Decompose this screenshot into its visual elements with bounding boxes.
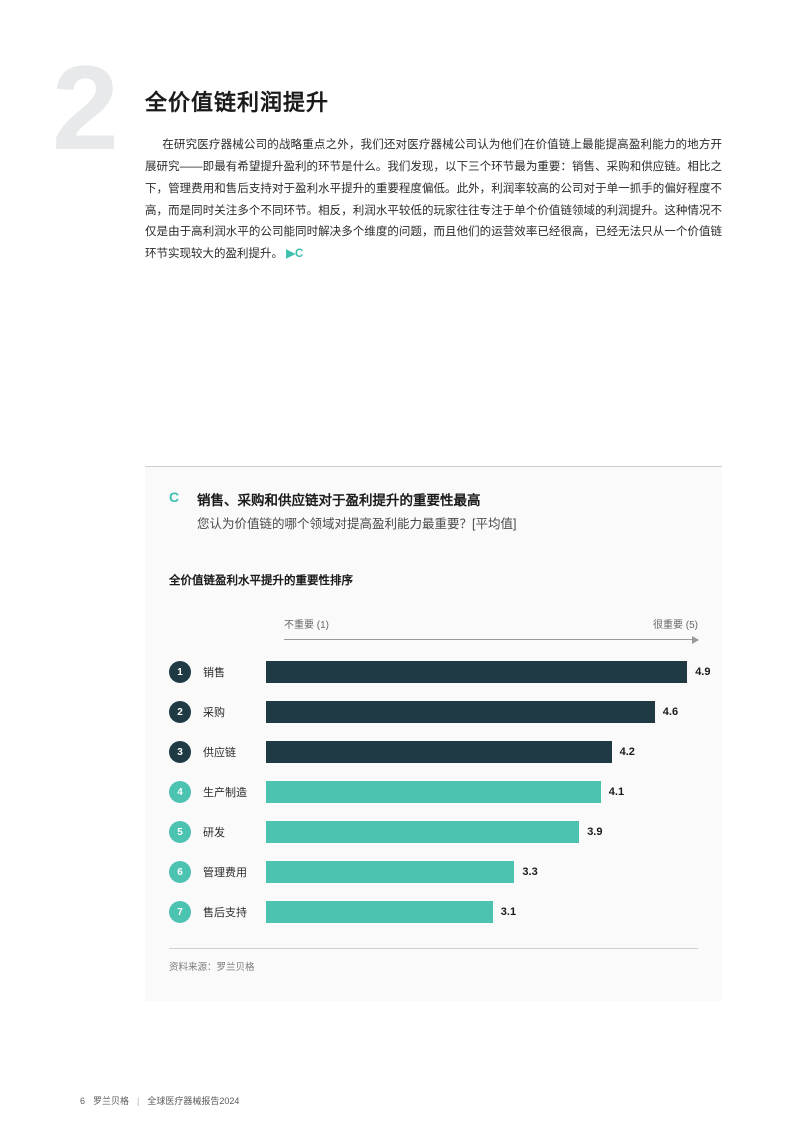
footer-page-number: 6 <box>80 1096 85 1106</box>
content-area: 全价值链利润提升 在研究医疗器械公司的战略重点之外，我们还对医疗器械公司认为他们… <box>145 85 722 1001</box>
bar-fill <box>266 781 601 803</box>
bar-label: 生产制造 <box>191 784 266 800</box>
rank-badge: 4 <box>169 781 191 803</box>
exhibit-inline-ref: ▶C <box>286 248 303 260</box>
bar-track: 4.6 <box>266 701 698 723</box>
exhibit-head-text: 销售、采购和供应链对于盈利提升的重要性最高 您认为价值链的哪个领域对提高盈利能力… <box>197 489 698 532</box>
bar-fill <box>266 701 655 723</box>
footer-doc-title: 全球医疗器械报告2024 <box>147 1094 239 1107</box>
scale-axis <box>284 639 698 640</box>
bar-track: 3.1 <box>266 901 698 923</box>
bar-label: 售后支持 <box>191 904 266 920</box>
bar-row: 2采购 4.6 <box>169 698 698 726</box>
bar-row: 1销售4.9 <box>169 658 698 686</box>
bar-fill <box>266 741 612 763</box>
bar-track: 4.2 <box>266 741 698 763</box>
bar-row: 4生产制造 4.1 <box>169 778 698 806</box>
bar-fill <box>266 821 579 843</box>
exhibit-c: C 销售、采购和供应链对于盈利提升的重要性最高 您认为价值链的哪个领域对提高盈利… <box>145 466 722 1001</box>
exhibit-subtitle: 您认为价值链的哪个领域对提高盈利能力最重要？[平均值] <box>197 513 698 532</box>
rank-badge: 3 <box>169 741 191 763</box>
bar-fill <box>266 901 493 923</box>
bar-value: 3.9 <box>587 826 602 838</box>
bar-chart: 1销售4.9 2采购 4.6 3供应链 4.2 4生产制造 4.1 5研发 3.9 6管理费用 3.… <box>169 658 698 926</box>
bar-fill <box>266 661 687 683</box>
bar-label: 供应链 <box>191 744 266 760</box>
bar-fill <box>266 861 514 883</box>
bar-track: 4.1 <box>266 781 698 803</box>
bar-row: 6管理费用 3.3 <box>169 858 698 886</box>
bar-label: 管理费用 <box>191 864 266 880</box>
exhibit-marker: C <box>169 489 183 505</box>
bar-value: 4.1 <box>609 786 624 798</box>
bar-row: 3供应链 4.2 <box>169 738 698 766</box>
bar-value: 4.9 <box>695 666 710 678</box>
body-paragraph: 在研究医疗器械公司的战略重点之外，我们还对医疗器械公司认为他们在价值链上最能提高… <box>145 135 722 266</box>
bar-row: 5研发 3.9 <box>169 818 698 846</box>
bar-track: 4.9 <box>266 661 698 683</box>
bar-value: 4.2 <box>620 746 635 758</box>
exhibit-source: 资料来源：罗兰贝格 <box>169 948 698 973</box>
chart-subtitle: 全价值链盈利水平提升的重要性排序 <box>169 572 698 588</box>
bar-label: 研发 <box>191 824 266 840</box>
bar-value: 3.1 <box>501 906 516 918</box>
bar-value: 3.3 <box>522 866 537 878</box>
scale-labels: 不重要 (1) 很重要 (5) <box>284 616 698 631</box>
scale-low-label: 不重要 (1) <box>284 616 329 631</box>
rank-badge: 6 <box>169 861 191 883</box>
footer-separator: | <box>137 1096 139 1106</box>
bar-label: 采购 <box>191 704 266 720</box>
section-number-bg: 2 <box>52 48 119 168</box>
bar-row: 7售后支持 3.1 <box>169 898 698 926</box>
bar-value: 4.6 <box>663 706 678 718</box>
rank-badge: 5 <box>169 821 191 843</box>
body-text-span: 在研究医疗器械公司的战略重点之外，我们还对医疗器械公司认为他们在价值链上最能提高… <box>145 139 722 260</box>
rank-badge: 2 <box>169 701 191 723</box>
rank-badge: 7 <box>169 901 191 923</box>
rank-badge: 1 <box>169 661 191 683</box>
section-title: 全价值链利润提升 <box>145 85 722 117</box>
bar-track: 3.9 <box>266 821 698 843</box>
scale-high-label: 很重要 (5) <box>653 616 698 631</box>
footer-brand: 罗兰贝格 <box>93 1094 129 1107</box>
report-page: 2 全价值链利润提升 在研究医疗器械公司的战略重点之外，我们还对医疗器械公司认为… <box>0 0 802 1133</box>
bar-label: 销售 <box>191 664 266 680</box>
bar-track: 3.3 <box>266 861 698 883</box>
exhibit-header: C 销售、采购和供应链对于盈利提升的重要性最高 您认为价值链的哪个领域对提高盈利… <box>169 489 698 532</box>
exhibit-title: 销售、采购和供应链对于盈利提升的重要性最高 <box>197 489 698 509</box>
page-footer: 6 罗兰贝格 | 全球医疗器械报告2024 <box>80 1094 239 1107</box>
